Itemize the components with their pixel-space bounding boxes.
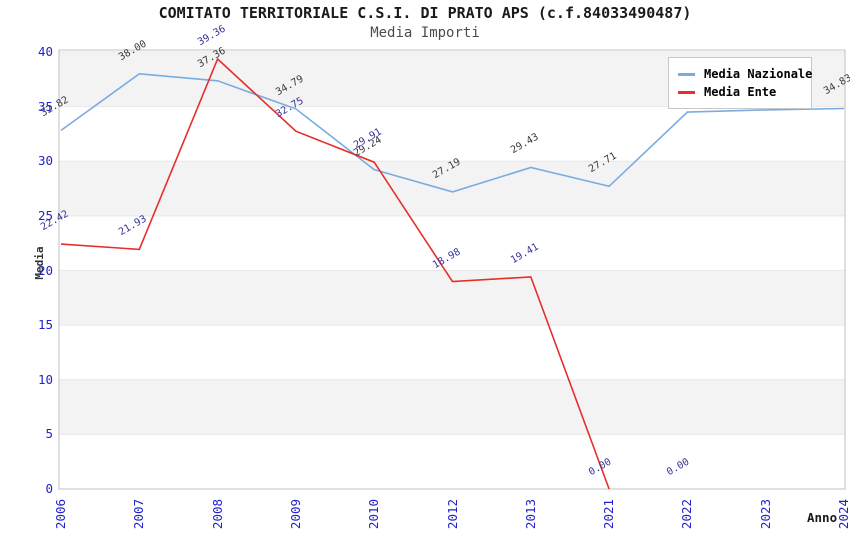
grid-band	[59, 270, 845, 326]
series-line-media-nazionale	[60, 72, 845, 193]
chart-title: COMITATO TERRITORIALE C.S.I. DI PRATO AP…	[158, 4, 692, 22]
grid-band	[59, 379, 845, 435]
legend-label: Media Nazionale	[704, 67, 813, 81]
chart-subtitle: Media Importi	[370, 25, 480, 41]
series-line-media-ente	[60, 57, 610, 490]
legend: Media Nazionale Media Ente	[668, 57, 812, 109]
legend-item-media-nazionale: Media Nazionale	[678, 66, 813, 82]
x-axis-title: Anno	[807, 510, 838, 525]
legend-label: Media Ente	[704, 85, 777, 99]
grid-band	[59, 161, 845, 216]
legend-swatch-red-line-icon	[678, 90, 695, 94]
legend-item-media-ente: Media Ente	[678, 84, 811, 100]
legend-swatch-blue-line-icon	[678, 72, 695, 76]
plot-border	[58, 49, 846, 490]
